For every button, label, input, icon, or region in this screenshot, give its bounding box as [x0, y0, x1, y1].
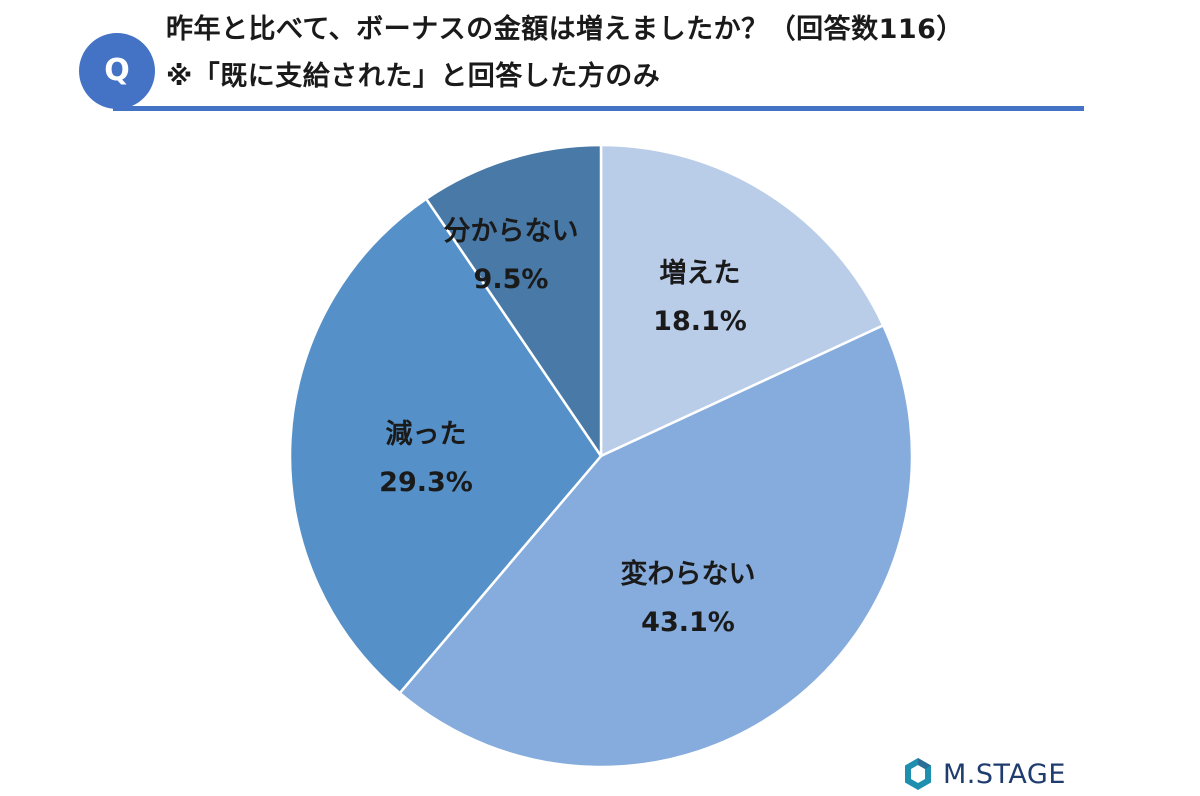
- mstage-hexagon-icon: [905, 758, 931, 790]
- slice-category-label: 変わらない: [621, 558, 756, 590]
- logo-text: M.STAGE: [943, 758, 1066, 790]
- pie-slice: [398, 324, 914, 769]
- slice-value-label: 43.1%: [641, 607, 735, 638]
- pie-slice: [288, 197, 603, 695]
- slice-category-label: 減った: [386, 419, 467, 450]
- slice-value-label: 18.1%: [653, 306, 747, 337]
- pie-slice: [599, 143, 885, 458]
- question-badge-letter: Q: [104, 53, 130, 88]
- pie-slice: [424, 143, 603, 458]
- slice-category-label: 増えた: [660, 257, 741, 289]
- mstage-logo: M.STAGE: [903, 752, 1066, 796]
- question-badge: Q: [79, 33, 155, 109]
- pie-slices: [288, 143, 914, 769]
- chart-title: 昨年と比べて、ボーナスの金額は増えましたか？（回答数116）: [166, 14, 964, 45]
- title-underline: [113, 106, 1084, 111]
- slice-category-label: 分からない: [444, 216, 579, 247]
- slice-value-label: 9.5%: [474, 264, 549, 295]
- pie-labels: 増えた 18.1% 変わらない 43.1% 減った 29.3% 分からない 9.5%: [379, 216, 755, 638]
- chart-subtitle: ※「既に支給された」と回答した方のみ: [166, 61, 661, 92]
- slice-value-label: 29.3%: [379, 467, 473, 498]
